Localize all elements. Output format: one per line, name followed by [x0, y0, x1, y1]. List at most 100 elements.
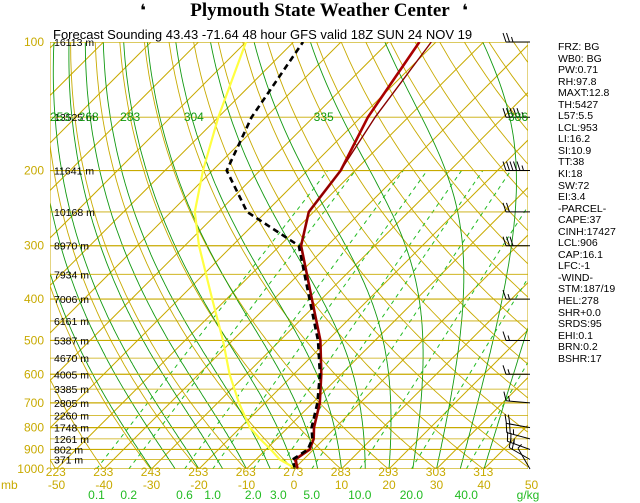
isotherm-line: [388, 329, 528, 469]
theta-label-bottom: 313: [473, 465, 493, 479]
height-label: 8970 m: [54, 241, 89, 253]
index-value: L57:5.5: [558, 110, 594, 123]
index-value: CINH:17427: [558, 225, 616, 238]
wind-barb-half-feather: [507, 369, 510, 375]
moist-adiabat-line: [146, 42, 319, 469]
wind-barb-shaft: [508, 447, 531, 460]
height-label: 7934 m: [54, 269, 89, 281]
theta-e-label: 268: [79, 110, 99, 124]
height-label: 5387 m: [54, 335, 89, 347]
mixing-ratio-label: 1.0: [204, 488, 221, 502]
pressure-tick-label: 600: [24, 367, 44, 381]
index-value: PW:0.71: [558, 64, 599, 77]
header: ❛ Plymouth State Weather Center ❛: [0, 0, 640, 24]
mixing-ratio-line: [96, 170, 329, 469]
height-label: 1748 m: [54, 423, 89, 435]
index-value: CAPE:37: [558, 214, 602, 227]
mixing-ratio-label: 40.0: [455, 488, 479, 502]
mixing-ratio-line: [311, 170, 512, 469]
wind-barb-feather: [502, 32, 507, 43]
wind-barb-half-feather: [508, 395, 511, 402]
theta-e-label: 304: [184, 110, 204, 124]
isotherm-line: [0, 42, 9, 469]
height-label: 2805 m: [54, 398, 89, 410]
index-value: HEL:278: [558, 295, 599, 308]
temperature-tick-label: -50: [48, 478, 66, 492]
mixing-ratio-line: [359, 205, 528, 469]
index-value: SRDS:95: [558, 318, 602, 331]
index-value: RH:97.8: [558, 75, 597, 88]
isotherm-line: [50, 42, 294, 287]
index-value: TT:38: [558, 156, 585, 169]
wind-barb: [502, 108, 530, 118]
index-value: EHI:0.1: [558, 329, 594, 342]
temperature-tick-label: 20: [382, 478, 396, 492]
grid-layer: [0, 42, 528, 469]
theta-label-bottom: 283: [331, 465, 351, 479]
wind-barb-feather: [509, 424, 511, 434]
mixing-ratio-line: [411, 277, 528, 469]
height-label: 371 m: [54, 454, 83, 466]
wind-barb-feather: [502, 289, 507, 300]
height-label: 6161 m: [54, 316, 89, 328]
wind-barb-feather: [502, 108, 507, 118]
wet-bulb-line: [193, 42, 297, 469]
wind-barb: [506, 431, 531, 450]
wind-barb-feather: [504, 413, 507, 424]
isotherm-line: [50, 42, 152, 144]
wind-barb-feather: [509, 108, 514, 118]
wind-barb-feather: [502, 236, 507, 246]
wind-barb-shaft: [507, 440, 531, 450]
temperature-tick-label: 0: [291, 478, 298, 492]
wind-barb-feather: [509, 161, 514, 171]
index-value: SW:72: [558, 179, 590, 192]
stability-indices-panel: FRZ: BG WB0: BG PW:0.71 RH:97.8 MAXT:12.8 TH:…: [558, 41, 640, 365]
temperature-tick-label: 30: [430, 478, 444, 492]
wind-barb-half-feather: [507, 293, 510, 300]
isotherm-line: [198, 139, 528, 469]
height-label: 10168 m: [54, 207, 95, 219]
index-value: CAP:16.1: [558, 248, 603, 261]
index-value: STM:187/19: [558, 283, 616, 296]
flag-icon-right: ❛: [462, 1, 468, 21]
temperature-tick-label: 10: [335, 478, 349, 492]
wind-barb-half-feather: [521, 112, 524, 118]
height-label: 11641 m: [54, 166, 94, 178]
index-value: FRZ: BG: [558, 41, 600, 53]
index-value: LFC:-1: [558, 260, 591, 273]
dry-adiabat-line: [119, 42, 342, 469]
dewpoint-line: [225, 42, 322, 469]
isotherm-line: [50, 42, 437, 429]
wind-barb: [504, 413, 531, 429]
isotherm-line: [50, 42, 247, 239]
mixing-ratio-label: 0.6: [176, 488, 193, 502]
chart-subtitle: Forecast Sounding 43.43 -71.64 48 hour G…: [53, 27, 473, 42]
theta-e-label: 253: [50, 110, 70, 124]
mixing-ratio-label: 0.2: [120, 488, 137, 502]
moist-adiabat-line: [210, 42, 366, 469]
wind-barb: [502, 331, 530, 341]
wind-barb-feather: [513, 161, 517, 171]
index-value: SHR+0.0: [558, 306, 601, 319]
theta-label-bottom: 293: [378, 465, 398, 479]
wind-barb-half-feather: [511, 36, 514, 43]
wind-barb: [502, 202, 530, 213]
wind-barb-shaft: [517, 447, 531, 470]
pressure-tick-label: 300: [24, 239, 44, 253]
theta-label-bottom: 243: [141, 465, 161, 479]
index-value: MAXT:12.8: [558, 87, 610, 100]
wind-barb: [505, 423, 531, 440]
wind-barb-feather: [503, 391, 507, 401]
index-value: BSHR:17: [558, 352, 602, 365]
wind-barb-feather: [509, 236, 514, 246]
temperature-line: [293, 42, 421, 469]
mixing-ratio-line: [184, 170, 404, 469]
wind-barb: [503, 391, 531, 404]
wind-barb-feather: [507, 414, 511, 425]
mixing-ratio-label: 2.0: [245, 488, 262, 502]
height-label: 4005 m: [54, 369, 89, 381]
isotherm-line: [56, 42, 484, 469]
index-value: WB0: BG: [558, 52, 602, 65]
wind-barb-feather: [502, 365, 507, 375]
